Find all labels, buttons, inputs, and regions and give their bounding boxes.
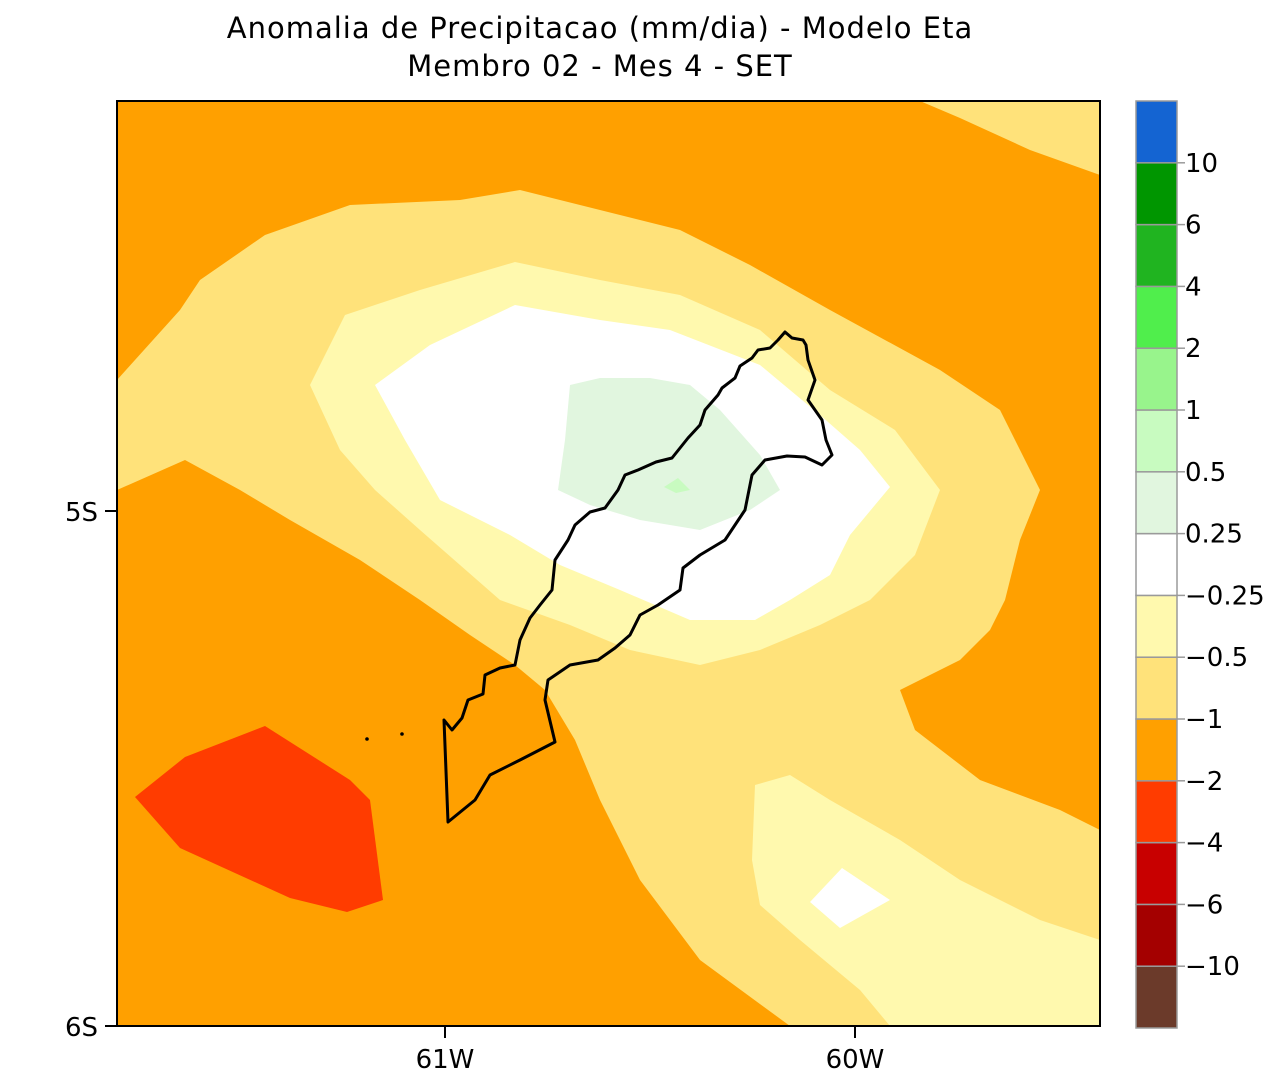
region-plus05-to-plus1 bbox=[664, 478, 690, 493]
colorbar-swatch bbox=[1135, 780, 1178, 844]
colorbar-label: 0.25 bbox=[1185, 520, 1243, 550]
colorbar: 10 6 4 2 1 0.5 0.25 −0.25 −0.5 −1 −2 −4 −6 −10 bbox=[1135, 100, 1265, 1029]
y-tick-label: 5S bbox=[65, 498, 98, 528]
colorbar-label: 1 bbox=[1185, 396, 1202, 426]
chart-subtitle: Membro 02 - Mes 4 - SET bbox=[407, 49, 793, 83]
region-minus2-to-minus4 bbox=[135, 726, 383, 912]
colorbar-swatch bbox=[1135, 965, 1178, 1029]
colorbar-swatch bbox=[1135, 656, 1178, 720]
colorbar-swatch bbox=[1135, 223, 1178, 288]
colorbar-label: 2 bbox=[1185, 334, 1202, 364]
colorbar-swatch bbox=[1135, 162, 1178, 226]
colorbar-swatch bbox=[1135, 903, 1178, 967]
island-dot bbox=[365, 737, 369, 741]
colorbar-swatch bbox=[1135, 718, 1178, 782]
x-axis: 61W 60W bbox=[416, 1026, 885, 1075]
colorbar-swatch bbox=[1135, 471, 1178, 535]
colorbar-label: −6 bbox=[1185, 890, 1223, 920]
boundary-outline bbox=[442, 330, 834, 824]
colorbar-swatch bbox=[1135, 100, 1178, 164]
y-tick-label: 6S bbox=[65, 1013, 98, 1043]
colorbar-label: 0.5 bbox=[1185, 458, 1226, 488]
colorbar-label: 4 bbox=[1185, 272, 1202, 302]
region-plus025-to-plus05 bbox=[558, 378, 780, 530]
colorbar-swatch bbox=[1135, 594, 1178, 658]
chart-title: Anomalia de Precipitacao (mm/dia) - Mode… bbox=[226, 11, 974, 45]
island-dot bbox=[400, 732, 404, 736]
colorbar-swatch bbox=[1135, 409, 1178, 473]
colorbar-label: −10 bbox=[1185, 952, 1240, 982]
region-neutral-se bbox=[810, 868, 890, 928]
region-minus05-to-minus1-ne bbox=[920, 101, 1100, 175]
x-tick-label: 61W bbox=[416, 1045, 475, 1075]
colorbar-label: −4 bbox=[1185, 829, 1223, 859]
colorbar-label: 6 bbox=[1185, 211, 1202, 241]
colorbar-swatch bbox=[1135, 841, 1178, 906]
precipitation-anomaly-field bbox=[117, 101, 1100, 1026]
colorbar-label: 10 bbox=[1185, 149, 1218, 179]
colorbar-label: −0.5 bbox=[1185, 643, 1248, 673]
region-minus025-to-minus05-se bbox=[752, 775, 1100, 1026]
colorbar-swatch bbox=[1135, 532, 1178, 597]
map-frame bbox=[116, 100, 1101, 1027]
colorbar-label: −0.25 bbox=[1185, 581, 1265, 611]
colorbar-swatch bbox=[1135, 347, 1178, 411]
colorbar-label: −1 bbox=[1185, 705, 1223, 735]
colorbar-swatch bbox=[1135, 285, 1178, 349]
colorbar-label: −2 bbox=[1185, 767, 1223, 797]
y-axis: 5S 6S bbox=[65, 498, 117, 1043]
x-tick-label: 60W bbox=[826, 1045, 885, 1075]
